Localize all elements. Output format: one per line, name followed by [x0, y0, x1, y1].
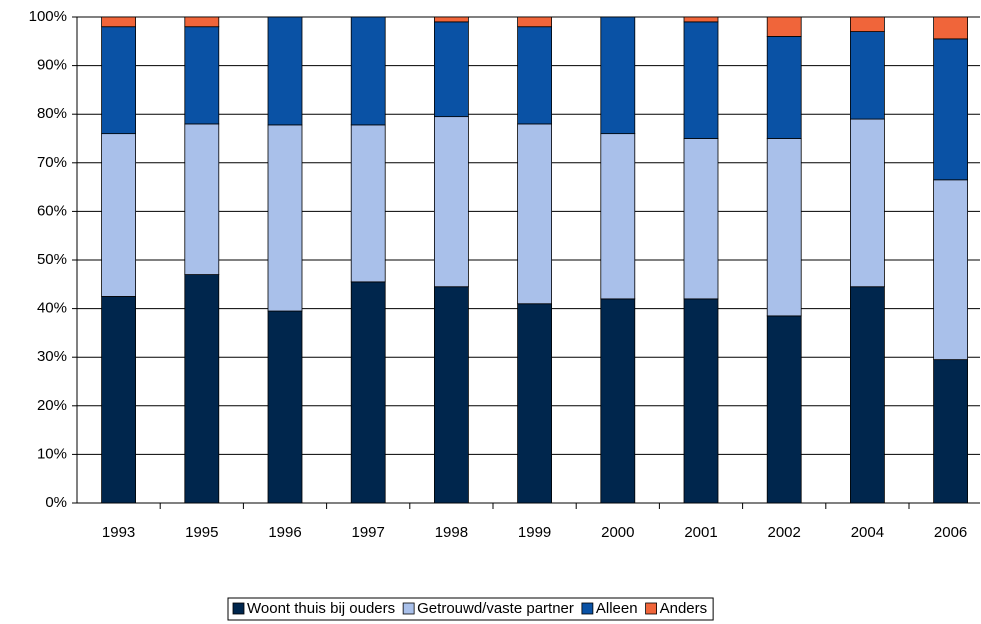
- bar-segment: [101, 16, 136, 28]
- x-tick-label: 1997: [352, 524, 385, 541]
- legend-swatch: [645, 602, 657, 615]
- y-tick-label: 30%: [37, 348, 67, 365]
- bar-segment: [850, 118, 885, 288]
- y-tick-label: 10%: [37, 445, 67, 462]
- bar-segment: [267, 16, 303, 126]
- bar-segment: [517, 303, 552, 504]
- y-tick-label: 40%: [37, 300, 67, 317]
- bar-segment: [933, 16, 968, 40]
- x-tick-label: 2006: [934, 524, 967, 541]
- bar-segment: [350, 281, 386, 504]
- bar-segment: [850, 16, 885, 32]
- x-tick-label: 1996: [268, 524, 301, 541]
- x-tick-label: 2002: [768, 524, 801, 541]
- bar-segment: [683, 21, 719, 139]
- x-tick-label: 1993: [102, 524, 135, 541]
- y-tick-label: 20%: [37, 397, 67, 414]
- bar-segment: [184, 274, 220, 504]
- y-tick-label: 60%: [37, 202, 67, 219]
- bar-segment: [850, 286, 885, 504]
- y-tick-label: 90%: [37, 57, 67, 74]
- legend-swatch: [402, 602, 415, 615]
- legend-label: Alleen: [596, 600, 638, 617]
- bar-segment: [766, 16, 802, 37]
- bar-segment: [184, 123, 220, 275]
- bar-segment: [267, 310, 303, 504]
- bar-segment: [350, 124, 386, 283]
- bar-segment: [600, 16, 636, 135]
- legend-label: Woont thuis bij ouders: [247, 600, 395, 617]
- bar-segment: [683, 138, 719, 300]
- bar-segment: [517, 123, 552, 305]
- x-tick-label: 2000: [601, 524, 634, 541]
- legend-swatch: [581, 602, 594, 615]
- legend-swatch: [232, 602, 245, 615]
- bar-segment: [517, 26, 552, 125]
- bar-segment: [600, 298, 636, 504]
- x-tick-label: 2004: [851, 524, 884, 541]
- bar-segment: [433, 21, 469, 118]
- bar-segment: [433, 286, 469, 504]
- bar-segment: [683, 16, 719, 23]
- bar-segment: [184, 26, 220, 125]
- legend-label: Anders: [660, 600, 708, 617]
- bar-segment: [101, 296, 136, 504]
- bar-segment: [933, 359, 968, 504]
- bar-segment: [433, 16, 469, 23]
- x-tick-label: 1998: [435, 524, 468, 541]
- bar-segment: [683, 298, 719, 504]
- bar-segment: [267, 124, 303, 312]
- y-tick-label: 100%: [29, 8, 67, 25]
- bar-segment: [600, 133, 636, 300]
- bar-segment: [517, 16, 552, 28]
- bar-segment: [933, 179, 968, 361]
- y-tick-label: 70%: [37, 154, 67, 171]
- bar-segment: [433, 116, 469, 288]
- legend-label: Getrouwd/vaste partner: [417, 600, 574, 617]
- y-tick-label: 0%: [45, 494, 67, 511]
- bar-segment: [350, 16, 386, 126]
- y-tick-label: 50%: [37, 251, 67, 268]
- bar-segment: [766, 36, 802, 139]
- legend: Woont thuis bij ouders Getrouwd/vaste par…: [227, 597, 714, 621]
- bar-segment: [101, 133, 136, 297]
- bar-segment: [766, 315, 802, 504]
- bar-segment: [101, 26, 136, 135]
- x-tick-label: 1995: [185, 524, 218, 541]
- bar-segment: [766, 138, 802, 317]
- x-tick-label: 2001: [684, 524, 717, 541]
- bar-segment: [184, 16, 220, 28]
- x-tick-label: 1999: [518, 524, 551, 541]
- y-tick-label: 80%: [37, 105, 67, 122]
- bar-segment: [933, 38, 968, 181]
- bar-segment: [850, 31, 885, 120]
